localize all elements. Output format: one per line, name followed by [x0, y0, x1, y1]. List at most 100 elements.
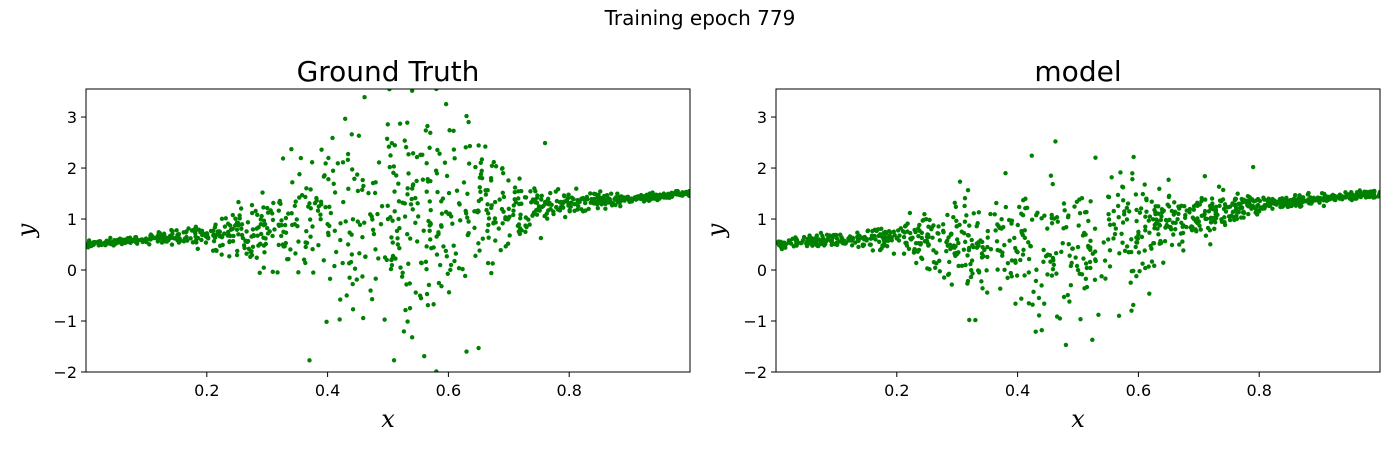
data-point — [1307, 201, 1312, 206]
data-point — [1039, 327, 1044, 333]
data-point — [493, 238, 498, 243]
data-point — [309, 160, 315, 165]
data-point — [1099, 274, 1104, 279]
data-point — [1323, 197, 1329, 202]
data-point — [181, 230, 186, 235]
data-point — [148, 232, 154, 237]
data-point — [1143, 228, 1148, 233]
data-point — [1249, 206, 1254, 211]
y-tick-label: 3 — [757, 108, 767, 127]
data-point — [256, 243, 261, 248]
data-point — [1359, 193, 1364, 198]
data-point — [340, 160, 346, 165]
data-point — [299, 192, 305, 198]
data-point — [1066, 213, 1071, 218]
data-point — [1109, 175, 1114, 180]
data-point — [327, 204, 332, 210]
data-point — [188, 236, 193, 241]
data-point — [356, 133, 362, 138]
data-point — [392, 27, 396, 31]
data-point — [941, 229, 946, 235]
data-point — [307, 358, 312, 363]
data-point — [457, 202, 462, 207]
data-point — [422, 353, 427, 359]
data-point — [1102, 258, 1108, 263]
data-point — [1134, 273, 1139, 279]
data-point — [424, 267, 429, 272]
data-point — [973, 317, 978, 323]
data-point — [1171, 212, 1176, 217]
data-point — [1203, 233, 1209, 238]
data-point — [603, 206, 608, 211]
data-point — [912, 246, 917, 252]
data-point — [1019, 211, 1024, 216]
data-point — [437, 151, 442, 156]
figure-suptitle: Training epoch 779 — [604, 6, 796, 30]
data-point — [388, 153, 393, 158]
data-point — [1077, 197, 1082, 202]
data-point — [272, 227, 277, 232]
data-point — [674, 192, 680, 197]
data-point — [276, 242, 281, 248]
data-point — [255, 233, 260, 238]
data-point — [248, 249, 253, 255]
data-point — [379, 203, 385, 209]
data-point — [1205, 225, 1211, 231]
data-point — [1051, 262, 1057, 268]
data-point — [1257, 209, 1262, 214]
data-point — [985, 228, 991, 234]
data-point — [1158, 240, 1164, 246]
data-point — [270, 217, 276, 223]
data-point — [370, 180, 376, 186]
data-point — [342, 116, 348, 121]
data-point — [1107, 222, 1113, 228]
data-point — [1088, 199, 1093, 204]
data-point — [965, 278, 971, 284]
data-point — [466, 161, 472, 166]
data-point — [1022, 228, 1027, 233]
data-point — [876, 233, 881, 239]
data-point — [1371, 193, 1377, 198]
data-point — [1245, 198, 1250, 204]
data-point — [423, 128, 429, 133]
data-point — [891, 229, 897, 234]
data-point — [396, 181, 401, 186]
data-point — [975, 268, 981, 273]
data-point — [984, 268, 989, 273]
data-point — [924, 238, 930, 244]
data-point — [296, 239, 301, 244]
data-point — [484, 207, 489, 213]
data-point — [1180, 239, 1185, 244]
data-point — [927, 217, 932, 223]
data-point — [307, 201, 312, 206]
chart-panel-2: model 0.2 0.4 0.6 0.8 −2 −1 0 1 2 3 x y — [702, 55, 1381, 433]
data-point — [265, 205, 270, 211]
axes-frame — [775, 88, 1381, 373]
data-point — [825, 237, 830, 242]
data-point — [1199, 195, 1204, 201]
data-point — [985, 254, 990, 260]
data-point — [967, 223, 972, 228]
data-point — [1154, 217, 1159, 222]
data-point — [1101, 240, 1106, 245]
y-tick-label: 1 — [67, 210, 77, 229]
data-point — [225, 229, 231, 235]
data-point — [262, 222, 268, 227]
data-point — [1111, 222, 1117, 227]
data-point — [191, 227, 197, 232]
data-point — [222, 231, 227, 236]
data-point — [944, 249, 949, 254]
data-point — [174, 235, 179, 240]
data-point — [1182, 203, 1187, 209]
data-point — [261, 265, 266, 270]
data-point — [385, 216, 391, 222]
data-point — [1088, 245, 1093, 250]
data-point — [408, 236, 413, 241]
data-point — [1166, 204, 1172, 209]
data-point — [849, 238, 855, 243]
data-point — [919, 235, 924, 241]
data-point — [403, 144, 409, 150]
data-point — [617, 195, 623, 200]
data-point — [1146, 264, 1151, 269]
data-point — [405, 186, 410, 191]
